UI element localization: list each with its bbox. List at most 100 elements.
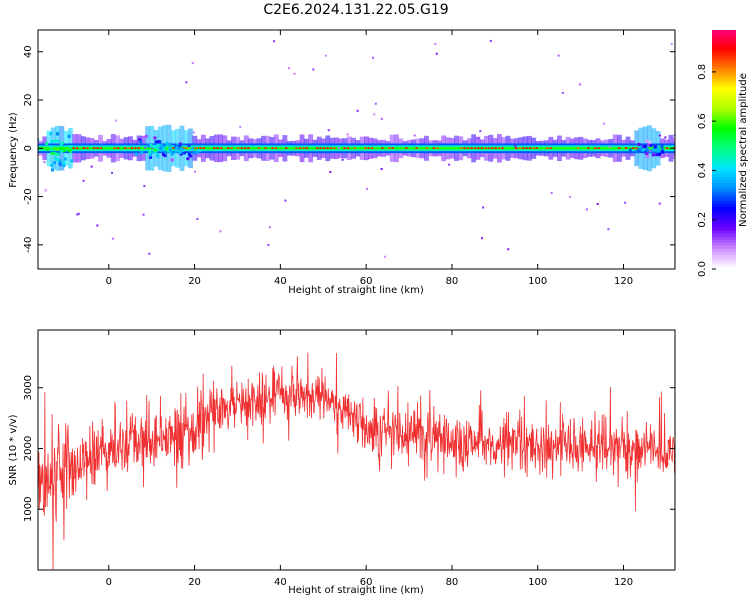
spectrogram-burst — [183, 151, 187, 155]
spectral-peak — [494, 147, 497, 149]
spectrogram-speckle — [569, 195, 572, 198]
spectrogram-burst — [44, 188, 48, 192]
spectrogram-burst — [175, 145, 179, 149]
spectrogram-burst — [155, 148, 159, 152]
colorbar-segment — [712, 113, 736, 118]
colorbar-segment — [712, 173, 736, 177]
colorbar-segment — [712, 62, 736, 67]
spectral-peak — [388, 147, 391, 149]
spectrogram-speckle — [346, 133, 349, 136]
spectrogram-panel: 0 20 40 60 80 100 120 -40 -20 0 20 40 Height of st… — [8, 29, 676, 296]
colorbar-segment — [712, 239, 736, 243]
spectral-peak — [473, 147, 477, 149]
spectral-peak — [240, 147, 243, 149]
spectrogram-speckle — [673, 134, 675, 137]
colorbar-segment — [712, 185, 736, 189]
colorbar-segment — [712, 98, 736, 103]
spectrogram-speckle — [114, 119, 117, 122]
spectral-peak — [631, 147, 635, 149]
colorbar-tick-label: 0.4 — [697, 162, 708, 178]
spectrogram-speckle — [373, 113, 376, 116]
spectrogram-burst — [153, 146, 157, 150]
spectral-peak — [185, 147, 189, 149]
colorbar-segment — [712, 230, 736, 234]
snr-marks — [38, 352, 675, 570]
spectral-peak — [230, 147, 233, 149]
spectrogram-speckle — [194, 170, 197, 173]
colorbar-segment — [712, 137, 736, 142]
spectral-peak — [226, 147, 230, 149]
spectrogram-speckle — [356, 109, 359, 112]
spectral-peak — [92, 147, 96, 149]
spectrogram-speckle — [585, 208, 588, 211]
colorbar-tick-label: 0.8 — [697, 64, 708, 80]
spectrogram-burst — [628, 148, 632, 152]
spectrogram-speckle — [624, 201, 627, 204]
spectrogram-burst — [656, 147, 660, 151]
top-x-tick-label: 40 — [274, 276, 287, 287]
spectral-peak — [130, 147, 134, 149]
spectrogram-burst — [174, 150, 178, 154]
spectrogram-burst — [186, 157, 190, 161]
spectrogram-burst — [50, 151, 54, 155]
colorbar-segment — [712, 101, 736, 106]
spectral-peak — [343, 147, 346, 149]
bottom-y-tick-label: 3000 — [23, 375, 34, 400]
spectral-peak — [96, 147, 99, 149]
colorbar-segment — [712, 266, 736, 270]
spectrogram-burst — [651, 148, 655, 152]
colorbar-segment — [712, 203, 736, 207]
colorbar-segment — [712, 44, 736, 49]
spectrogram-burst — [59, 143, 63, 147]
spectrogram-burst — [196, 150, 200, 154]
spectral-peak — [624, 147, 628, 149]
colorbar-segment — [712, 107, 736, 112]
spectral-peak — [213, 147, 216, 149]
spectrogram-burst — [651, 153, 655, 157]
spectrogram-speckle — [434, 43, 437, 46]
spectrogram-burst — [153, 136, 157, 140]
bottom-x-tick-label: 40 — [274, 577, 287, 588]
spectrogram-speckle — [196, 140, 199, 143]
spectrogram-speckle — [142, 213, 145, 216]
spectral-peak — [171, 147, 175, 149]
spectrogram-speckle — [481, 237, 484, 240]
spectrogram-burst — [641, 148, 645, 152]
spectrogram-burst — [189, 154, 193, 158]
spectrogram-speckle — [380, 117, 383, 120]
spectrogram-speckle — [267, 244, 270, 247]
spectral-peak — [370, 147, 374, 149]
spectrogram-burst — [187, 143, 191, 147]
spectrogram-burst — [67, 135, 71, 139]
spectrogram-speckle — [288, 67, 291, 70]
top-y-tick-label: 40 — [23, 45, 34, 58]
spectrogram-burst — [152, 150, 156, 154]
spectrogram-speckle — [111, 171, 114, 174]
bottom-x-tick-label: 120 — [614, 577, 633, 588]
top-x-tick-label: 0 — [106, 276, 112, 287]
colorbar-segment — [712, 125, 736, 130]
spectrogram-burst — [69, 149, 73, 153]
spectrogram-burst — [648, 140, 652, 144]
spectrogram-speckle — [384, 255, 387, 258]
spectral-peak — [528, 147, 532, 149]
spectrogram-burst — [163, 154, 167, 158]
spectral-peak — [597, 147, 600, 149]
colorbar-segment — [712, 119, 736, 124]
spectrogram-burst — [60, 145, 64, 149]
colorbar-segment — [712, 236, 736, 240]
spectrogram-burst — [161, 146, 165, 150]
spectral-peak — [333, 147, 336, 149]
spectrogram-burst — [187, 152, 191, 156]
spectral-peak — [514, 147, 518, 149]
spectrogram-burst — [50, 139, 54, 143]
spectrogram-speckle — [185, 81, 188, 84]
colorbar-segment — [712, 260, 736, 264]
colorbar-segment — [712, 197, 736, 201]
spectrogram-speckle — [374, 102, 377, 105]
colorbar-segment — [712, 86, 736, 91]
spectral-peak — [463, 147, 467, 149]
bottom-y-tick-label: 2000 — [23, 436, 34, 461]
colorbar-segment — [712, 200, 736, 204]
colorbar-segment — [712, 92, 736, 97]
